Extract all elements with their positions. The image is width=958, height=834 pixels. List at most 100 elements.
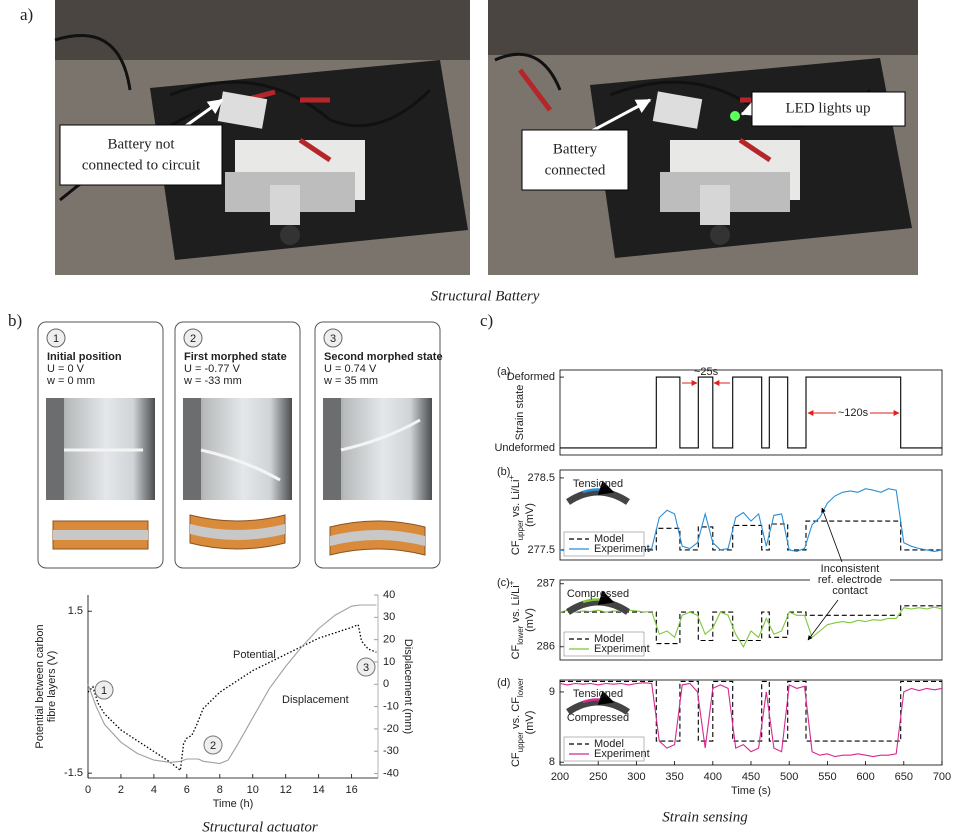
state-displacement: w = 0 mm: [46, 375, 95, 387]
y-axis-unit: (mV): [524, 503, 536, 527]
x-tick-label: 10: [247, 784, 259, 796]
state-displacement: w = 35 mm: [323, 375, 378, 387]
y2-axis-label: Displacement (mm): [402, 639, 414, 734]
y2-tick-label: 30: [383, 611, 395, 623]
x-tick-label: 200: [551, 771, 569, 783]
schematic-core: [330, 530, 425, 546]
x-axis-label: Time (s): [731, 785, 771, 797]
x-tick-label: 4: [151, 784, 157, 796]
callout-text: Battery: [553, 141, 598, 157]
plot-frame: [559, 579, 943, 661]
y-tick-label: 8: [549, 756, 555, 768]
caption: Structural Battery: [431, 288, 540, 304]
state-marker-label: 2: [210, 740, 216, 752]
curve-label: Displacement: [282, 694, 349, 706]
callout: Battery not connected to circuit: [59, 98, 224, 186]
inset-label: Tensioned: [573, 478, 623, 490]
state-voltage: U = 0 V: [47, 363, 85, 375]
y2-tick-label: 20: [383, 634, 395, 646]
y2-tick-label: -40: [383, 767, 399, 779]
caption: Structural actuator: [202, 819, 318, 834]
y-axis-label-part: upper: [516, 520, 525, 541]
y-axis-label-part: lower: [516, 625, 525, 644]
y-axis-label-part: vs. Li/Li: [510, 480, 522, 520]
state-displacement: w = -33 mm: [183, 375, 242, 387]
callout-text: connected: [545, 162, 606, 178]
series-line: [560, 680, 942, 742]
x-tick-label: 16: [346, 784, 358, 796]
y2-tick-label: 10: [383, 656, 395, 668]
y-tick-label: 286: [537, 641, 555, 653]
note-arrow: [807, 599, 839, 641]
y-axis-label: CFupper vs. Li/Li+: [507, 475, 525, 556]
annotation-bg: [836, 406, 870, 420]
callout-text: connected to circuit: [82, 157, 201, 173]
x-tick-label: 550: [818, 771, 836, 783]
subplot-label: (b): [497, 466, 510, 478]
ruler: [323, 398, 341, 500]
y-tick-label: 277.5: [527, 544, 555, 556]
callout-text: Battery not: [107, 136, 175, 152]
callout: Battery connected: [521, 98, 652, 191]
state-number: 3: [330, 333, 336, 345]
x-tick-label: 250: [589, 771, 607, 783]
y-axis-label: Strain state: [514, 385, 526, 441]
note-text: contact: [832, 585, 867, 597]
y-tick-label: 1.5: [68, 605, 83, 617]
y-axis-unit: (mV): [524, 711, 536, 735]
y-axis-label-part: vs. Li/Li: [510, 585, 522, 625]
series-line: [560, 520, 942, 551]
y-axis-label: CFupper vs. CFlower: [510, 678, 525, 767]
y-axis-label-part: upper: [516, 732, 525, 753]
note-bg: [810, 564, 890, 598]
y-tick-label: Deformed: [507, 371, 555, 383]
inset-label: Tensioned: [573, 688, 623, 700]
state-number: 2: [190, 333, 196, 345]
note-text: Inconsistent: [821, 563, 880, 575]
plot-frame: [559, 469, 943, 561]
annotation: ~25s: [694, 366, 719, 378]
legend-label: Model: [594, 533, 624, 545]
state-number-circle: [46, 328, 66, 348]
x-tick-label: 14: [313, 784, 325, 796]
x-tick-label: 600: [856, 771, 874, 783]
series-line: [560, 376, 942, 449]
y2-tick-label: -20: [383, 723, 399, 735]
inset-schematic: [582, 480, 615, 495]
annotation: ~120s: [838, 407, 869, 419]
x-tick-label: 400: [704, 771, 722, 783]
inset-schematic: [566, 698, 630, 715]
x-tick-label: 12: [280, 784, 292, 796]
y-axis-label-part: +: [507, 580, 516, 585]
y-tick-label: 9: [549, 686, 555, 698]
x-tick-label: 8: [217, 784, 223, 796]
inset-schematic: [582, 690, 615, 705]
y-axis-label-part: lower: [516, 678, 525, 697]
inset-label: Compressed: [567, 712, 629, 724]
state-photo: [183, 398, 292, 500]
y-tick-label: -1.5: [64, 767, 83, 779]
legend-label: Experiment: [594, 643, 650, 655]
x-tick-label: 500: [780, 771, 798, 783]
x-axis-label: Time (h): [213, 798, 254, 810]
note-arrow: [821, 507, 843, 563]
legend-box: [563, 736, 645, 762]
state-title: First morphed state: [184, 351, 287, 363]
legend-box: [563, 631, 645, 657]
legend-box: [563, 531, 645, 557]
inset-schematic: [582, 590, 615, 605]
y-tick-label: Undeformed: [494, 442, 555, 454]
specimen: [340, 418, 421, 452]
state-voltage: U = -0.77 V: [184, 363, 241, 375]
legend-label: Experiment: [594, 543, 650, 555]
y2-tick-label: 0: [383, 678, 389, 690]
callout: LED lights up: [740, 91, 906, 127]
subplot-label: (c): [497, 577, 510, 589]
legend-label: Model: [594, 633, 624, 645]
state-number: 1: [53, 333, 59, 345]
y-axis-label: CFlower vs. Li/Li+: [507, 580, 525, 659]
inset-schematic: [566, 488, 630, 505]
ruler: [183, 398, 201, 500]
